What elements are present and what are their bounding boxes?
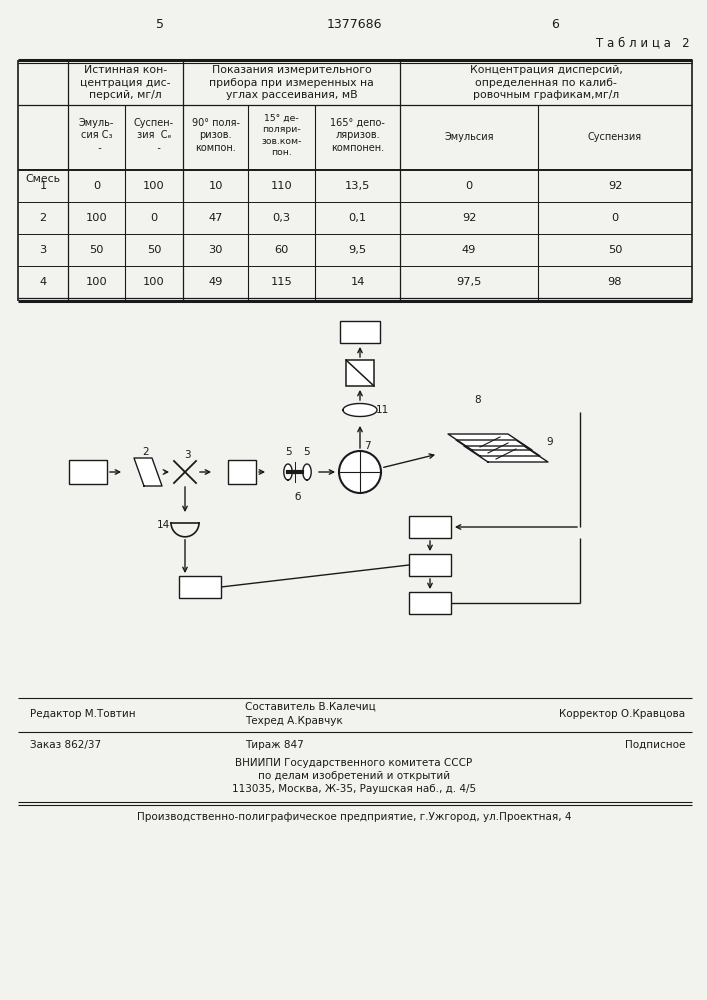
Polygon shape — [303, 464, 311, 480]
Text: 13,5: 13,5 — [345, 181, 370, 191]
Text: 30: 30 — [209, 245, 223, 255]
Text: 50: 50 — [147, 245, 161, 255]
Text: 100: 100 — [86, 213, 107, 223]
Text: 2: 2 — [143, 447, 149, 457]
Text: 10: 10 — [423, 520, 438, 534]
Text: 0: 0 — [151, 213, 158, 223]
Polygon shape — [456, 440, 540, 456]
Polygon shape — [134, 458, 162, 486]
Text: 100: 100 — [143, 181, 165, 191]
Text: Истинная кон-
центрация дис-
персий, мг/л: Истинная кон- центрация дис- персий, мг/… — [81, 65, 171, 100]
Text: 6: 6 — [551, 18, 559, 31]
Text: 92: 92 — [608, 181, 622, 191]
Text: 92: 92 — [462, 213, 477, 223]
Text: 12: 12 — [353, 326, 368, 338]
Text: 98: 98 — [608, 277, 622, 287]
Text: 8: 8 — [474, 395, 481, 405]
Text: 110: 110 — [271, 181, 293, 191]
Text: 15° де-
поляри-
зов.ком-
пон.: 15° де- поляри- зов.ком- пон. — [262, 114, 302, 157]
Text: 5: 5 — [156, 18, 164, 31]
Text: Корректор О.Кравцова: Корректор О.Кравцова — [559, 709, 685, 719]
Text: Производственно-полиграфическое предприятие, г.Ужгород, ул.Проектная, 4: Производственно-полиграфическое предприя… — [136, 812, 571, 822]
Bar — [409, 554, 451, 576]
Text: 11: 11 — [375, 405, 389, 415]
Text: 5: 5 — [285, 447, 291, 457]
Text: 50: 50 — [608, 245, 622, 255]
Text: 1: 1 — [84, 466, 92, 479]
Text: 13: 13 — [423, 596, 438, 609]
Text: Редактор М.Товтин: Редактор М.Товтин — [30, 709, 136, 719]
Text: ВНИИПИ Государственного комитета СССР: ВНИИПИ Государственного комитета СССР — [235, 758, 472, 768]
Bar — [409, 516, 451, 538]
Text: 5: 5 — [304, 447, 310, 457]
Bar — [69, 460, 107, 484]
Text: 9: 9 — [547, 437, 554, 447]
Text: 4: 4 — [40, 277, 47, 287]
Text: Показания измерительного
прибора при измеренных на
углах рассеивания, мВ: Показания измерительного прибора при изм… — [209, 65, 374, 100]
Bar — [340, 321, 380, 343]
Text: 50: 50 — [89, 245, 104, 255]
Text: 15: 15 — [192, 580, 207, 593]
Polygon shape — [448, 434, 532, 450]
Circle shape — [339, 451, 381, 493]
Bar — [179, 576, 221, 598]
Text: 7: 7 — [363, 441, 370, 451]
Text: б: б — [294, 492, 300, 502]
Text: Концентрация дисперсий,
определенная по калиб-
ровочным графикам,мг/л: Концентрация дисперсий, определенная по … — [469, 65, 622, 100]
Text: 97,5: 97,5 — [456, 277, 481, 287]
Text: Техред А.Кравчук: Техред А.Кравчук — [245, 716, 343, 726]
Text: 90° поля-
ризов.
компон.: 90° поля- ризов. компон. — [192, 118, 240, 153]
Text: Подписное: Подписное — [624, 740, 685, 750]
Text: 113035, Москва, Ж-35, Раушская наб., д. 4/5: 113035, Москва, Ж-35, Раушская наб., д. … — [232, 784, 476, 794]
Text: 1377686: 1377686 — [326, 18, 382, 31]
Text: 14: 14 — [350, 277, 365, 287]
Text: 0: 0 — [465, 181, 472, 191]
Text: 9,5: 9,5 — [349, 245, 366, 255]
Polygon shape — [343, 404, 377, 416]
Text: 10: 10 — [209, 181, 223, 191]
Text: 49: 49 — [462, 245, 477, 255]
Text: Заказ 862/37: Заказ 862/37 — [30, 740, 101, 750]
Text: Суспен-
зия  Сₑ
   -: Суспен- зия Сₑ - — [134, 118, 174, 153]
Text: 0,3: 0,3 — [272, 213, 291, 223]
Text: 100: 100 — [143, 277, 165, 287]
Text: 115: 115 — [271, 277, 293, 287]
Text: 0: 0 — [612, 213, 619, 223]
Text: 49: 49 — [209, 277, 223, 287]
Text: Суспензия: Суспензия — [588, 132, 642, 142]
Bar — [346, 360, 374, 386]
Bar — [228, 460, 256, 484]
Text: Тираж 847: Тираж 847 — [245, 740, 304, 750]
Text: 100: 100 — [86, 277, 107, 287]
Text: Составитель В.Калечиц: Составитель В.Калечиц — [245, 702, 375, 712]
Text: 3: 3 — [184, 450, 190, 460]
Text: 4: 4 — [238, 466, 246, 479]
Polygon shape — [284, 464, 292, 480]
Text: 0: 0 — [93, 181, 100, 191]
Text: 60: 60 — [274, 245, 288, 255]
Text: Смесь: Смесь — [25, 174, 61, 184]
Text: 16: 16 — [423, 558, 438, 572]
Text: 165° депо-
ляризов.
компонен.: 165° депо- ляризов. компонен. — [330, 118, 385, 153]
Text: Эмульсия: Эмульсия — [444, 132, 493, 142]
Text: Эмуль-
сия С₃
  -: Эмуль- сия С₃ - — [78, 118, 115, 153]
Text: по делам изобретений и открытий: по делам изобретений и открытий — [258, 771, 450, 781]
Text: 3: 3 — [40, 245, 47, 255]
Text: 2: 2 — [40, 213, 47, 223]
Text: 47: 47 — [209, 213, 223, 223]
Bar — [409, 592, 451, 614]
Text: 0,1: 0,1 — [349, 213, 366, 223]
Polygon shape — [464, 446, 548, 462]
Text: 14: 14 — [156, 520, 170, 530]
Text: Т а б л и ц а   2: Т а б л и ц а 2 — [597, 36, 690, 49]
Text: 1: 1 — [40, 181, 47, 191]
